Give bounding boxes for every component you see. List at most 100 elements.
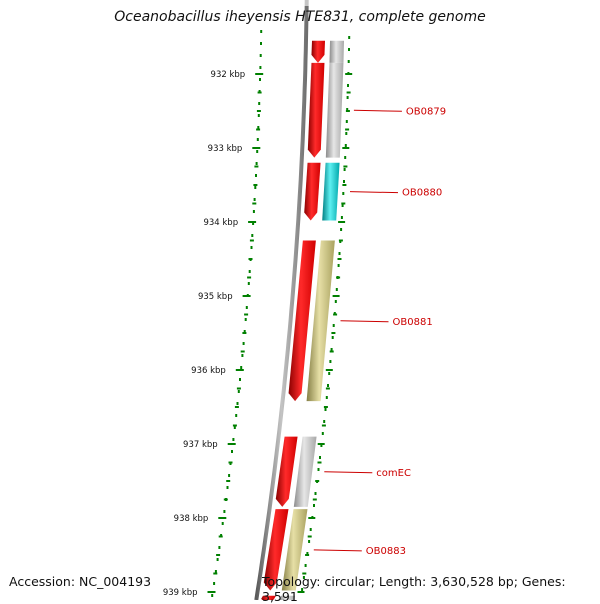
tick-mark-inner (244, 313, 249, 316)
ring-dot-inner (243, 330, 246, 333)
backbone-line (254, 0, 309, 600)
ring-dot-inner (251, 234, 254, 237)
ring-dot-outer (309, 528, 312, 531)
ring-dot-outer (337, 264, 340, 267)
tick-mark-outer (321, 424, 326, 427)
ring-dot-outer (334, 300, 337, 303)
ring-dot-inner (257, 114, 260, 117)
tick-mark-inner (218, 517, 227, 519)
ring-dot-outer (344, 156, 347, 159)
gene-leader-line (313, 549, 362, 552)
ring-dot-inner (252, 222, 255, 225)
ring-dot-outer (347, 60, 350, 63)
tick-mark-inner (256, 128, 261, 131)
ring-dot-inner (216, 558, 219, 561)
tick-mark-inner (223, 498, 228, 501)
ring-dot-inner (236, 402, 239, 405)
tick-mark-inner (255, 73, 264, 75)
tick-mark-outer (315, 480, 320, 482)
ring-dot-outer (325, 396, 328, 399)
ring-dot-inner (214, 570, 217, 573)
tick-mark-outer (317, 461, 322, 464)
ring-dot-outer (319, 456, 321, 459)
tick-mark-outer (336, 276, 341, 279)
top-fade (0, 0, 600, 6)
ring-dot-inner (240, 366, 243, 369)
gene-cog-block (322, 162, 340, 221)
ring-dot-inner (260, 30, 263, 33)
gene-label: OB0879 (406, 106, 446, 117)
ring-dot-inner (245, 306, 248, 309)
gene-cog-block (293, 436, 317, 507)
ring-dot-inner (259, 66, 262, 69)
ring-dot-outer (343, 180, 345, 183)
ring-dot-outer (323, 420, 326, 423)
backbone-layer (254, 0, 309, 600)
ring-dot-outer (348, 48, 350, 51)
ring-dot-inner (254, 186, 257, 189)
tick-mark-inner (213, 572, 218, 575)
ring-dot-outer (342, 192, 345, 195)
ring-dot-inner (242, 342, 245, 345)
ring-dot-outer (338, 252, 341, 255)
ring-dot-inner (256, 150, 259, 153)
ring-dot-outer (345, 132, 348, 135)
ring-dot-outer (347, 84, 349, 87)
ring-dot-inner (231, 450, 233, 453)
tick-mark-outer (343, 165, 348, 168)
gene-cog-block (280, 595, 295, 600)
gene-cog-block (329, 40, 345, 63)
tick-mark-outer (329, 350, 334, 353)
tick-mark-inner (218, 535, 223, 538)
gene-cog-block (325, 62, 344, 158)
tick-label: 932 kbp (211, 70, 246, 80)
ring-dot-inner (259, 78, 261, 81)
tick-mark-inner (227, 443, 236, 445)
tick-mark-outer (317, 443, 325, 445)
ring-dot-inner (221, 522, 224, 525)
tick-mark-outer (342, 184, 347, 186)
ring-dot-outer (301, 588, 304, 591)
tick-mark-outer (297, 591, 305, 593)
tick-mark-outer (346, 91, 351, 94)
ring-dot-outer (341, 204, 344, 207)
tick-mark-inner (248, 221, 257, 223)
tick-label: 935 kbp (198, 292, 233, 302)
gene-layer (261, 40, 345, 600)
tick-mark-outer (333, 313, 338, 316)
tick-label: 938 kbp (174, 514, 209, 524)
ring-dot-inner (226, 486, 229, 489)
gene-leader-line (324, 471, 373, 474)
ring-dot-inner (241, 354, 244, 357)
ring-dot-inner (223, 510, 226, 513)
tick-mark-inner (240, 350, 245, 353)
ring-dot-outer (320, 444, 323, 447)
ring-dot-inner (253, 198, 256, 201)
ring-dot-inner (255, 174, 257, 177)
ring-dot-outer (344, 144, 347, 147)
tick-mark-inner (216, 554, 221, 556)
ring-dot-outer (317, 468, 320, 471)
tick-mark-inner (234, 406, 239, 408)
ring-dot-outer (346, 108, 349, 111)
ring-dot-outer (343, 168, 346, 171)
gene-cog-block (306, 240, 335, 402)
ring-dot-outer (345, 120, 348, 123)
tick-mark-inner (252, 147, 261, 149)
ring-dot-inner (256, 138, 259, 141)
tick-mark-inner (256, 110, 261, 112)
ring-dot-inner (228, 474, 231, 477)
tick-mark-outer (337, 258, 342, 260)
ring-dot-inner (248, 270, 251, 273)
tick-layer: 932 kbp 933 kbp 934 kbp 935 kbp 936 kbp 937 k… (163, 30, 353, 598)
tick-mark-outer (345, 128, 350, 131)
ring-dot-inner (218, 546, 221, 549)
ring-dot-inner (252, 210, 255, 213)
ring-dot-outer (348, 36, 351, 39)
tick-mark-inner (253, 184, 258, 186)
ring-dot-inner (258, 102, 261, 105)
ring-dot-outer (331, 336, 334, 339)
map-title: Oceanobacillus iheyensis HTE831, complet… (114, 9, 486, 25)
tick-mark-inner (247, 276, 252, 279)
